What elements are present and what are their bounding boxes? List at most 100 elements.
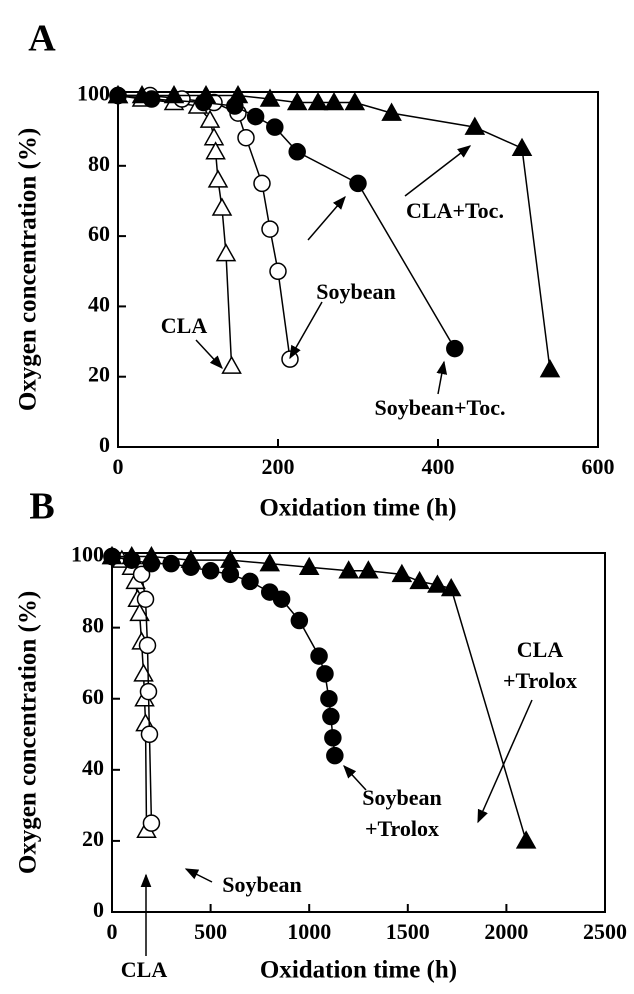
x-tick-label: 0 xyxy=(107,919,118,944)
point xyxy=(136,590,155,608)
y-tick-label: 100 xyxy=(71,542,104,567)
annotation: Soybean xyxy=(362,785,441,810)
point xyxy=(320,689,338,708)
point xyxy=(344,92,366,111)
point xyxy=(201,562,220,580)
annotation: Soybean xyxy=(222,872,301,897)
point xyxy=(349,174,367,193)
series-line xyxy=(112,555,527,842)
point xyxy=(446,339,464,358)
point xyxy=(272,590,291,608)
plot-frame xyxy=(111,552,606,913)
y-axis-title: Oxygen concentration (%) xyxy=(15,591,42,874)
annotation-arrow xyxy=(184,868,213,883)
point xyxy=(221,355,242,374)
point xyxy=(381,102,402,121)
x-tick-label: 2000 xyxy=(484,919,528,944)
point xyxy=(246,107,265,126)
point xyxy=(253,174,271,193)
y-tick-label: 80 xyxy=(82,613,104,638)
point xyxy=(139,682,158,701)
y-tick-label: 20 xyxy=(82,826,104,851)
point xyxy=(310,647,328,665)
point xyxy=(322,707,340,726)
annotation-arrow xyxy=(477,699,533,824)
point xyxy=(195,84,217,104)
x-tick-label: 500 xyxy=(194,919,227,944)
point xyxy=(288,143,306,161)
point xyxy=(142,814,161,832)
point xyxy=(199,109,221,128)
point xyxy=(338,560,359,579)
point xyxy=(427,574,448,593)
x-tick-label: 600 xyxy=(582,454,615,479)
y-tick-label: 0 xyxy=(93,897,104,922)
point xyxy=(162,554,180,573)
annotation: CLA xyxy=(517,637,564,662)
point xyxy=(237,128,255,147)
point xyxy=(138,636,157,655)
x-tick-label: 0 xyxy=(113,454,124,479)
point xyxy=(133,663,154,682)
point xyxy=(324,729,342,747)
point xyxy=(141,546,162,565)
x-tick-label: 1500 xyxy=(386,919,430,944)
y-tick-label: 40 xyxy=(88,291,110,316)
point xyxy=(241,572,259,591)
point xyxy=(101,546,123,565)
y-tick-label: 40 xyxy=(82,755,104,780)
point xyxy=(261,220,279,238)
point xyxy=(281,350,299,368)
series-line xyxy=(118,94,291,360)
point xyxy=(269,262,287,281)
x-tick-label: 400 xyxy=(422,454,455,479)
annotation: +Trolox xyxy=(503,668,577,693)
point xyxy=(215,243,237,262)
point xyxy=(205,141,226,160)
point xyxy=(211,197,233,216)
point xyxy=(266,118,284,136)
point xyxy=(290,611,309,630)
annotation: +Trolox xyxy=(365,816,439,841)
point xyxy=(221,565,240,584)
point xyxy=(203,127,225,146)
point xyxy=(307,92,329,111)
point xyxy=(220,549,241,568)
y-axis-title: Oxygen concentration (%) xyxy=(15,128,42,411)
point xyxy=(227,84,249,104)
annotation: CLA xyxy=(121,957,168,982)
annotation-arrow xyxy=(343,765,367,791)
point xyxy=(107,84,129,104)
point xyxy=(511,137,533,156)
point xyxy=(121,546,143,565)
point xyxy=(180,549,202,568)
point xyxy=(409,570,430,590)
x-tick-label: 1000 xyxy=(287,919,331,944)
annotation: Soybean+Toc. xyxy=(375,395,506,420)
annotation-arrow xyxy=(195,339,223,369)
point xyxy=(140,725,159,744)
annotation-arrow xyxy=(289,301,323,360)
panel-label: B xyxy=(29,486,54,528)
y-tick-label: 20 xyxy=(88,362,110,387)
point xyxy=(316,665,334,683)
x-tick-label: 200 xyxy=(262,454,295,479)
x-axis-title: Oxidation time (h) xyxy=(260,957,457,984)
y-tick-label: 100 xyxy=(77,81,110,106)
panel-label: A xyxy=(28,18,56,60)
y-tick-label: 60 xyxy=(88,221,110,246)
annotation-arrow xyxy=(404,145,472,197)
point xyxy=(163,84,185,104)
point xyxy=(259,88,281,107)
annotation: CLA+Toc. xyxy=(406,198,504,223)
point xyxy=(358,560,379,579)
point xyxy=(259,553,281,572)
point xyxy=(298,556,320,575)
point xyxy=(132,565,151,584)
point xyxy=(286,92,308,111)
plot-frame xyxy=(117,91,599,448)
y-tick-label: 60 xyxy=(82,684,104,709)
point xyxy=(464,116,486,135)
annotation: Soybean xyxy=(316,279,395,304)
